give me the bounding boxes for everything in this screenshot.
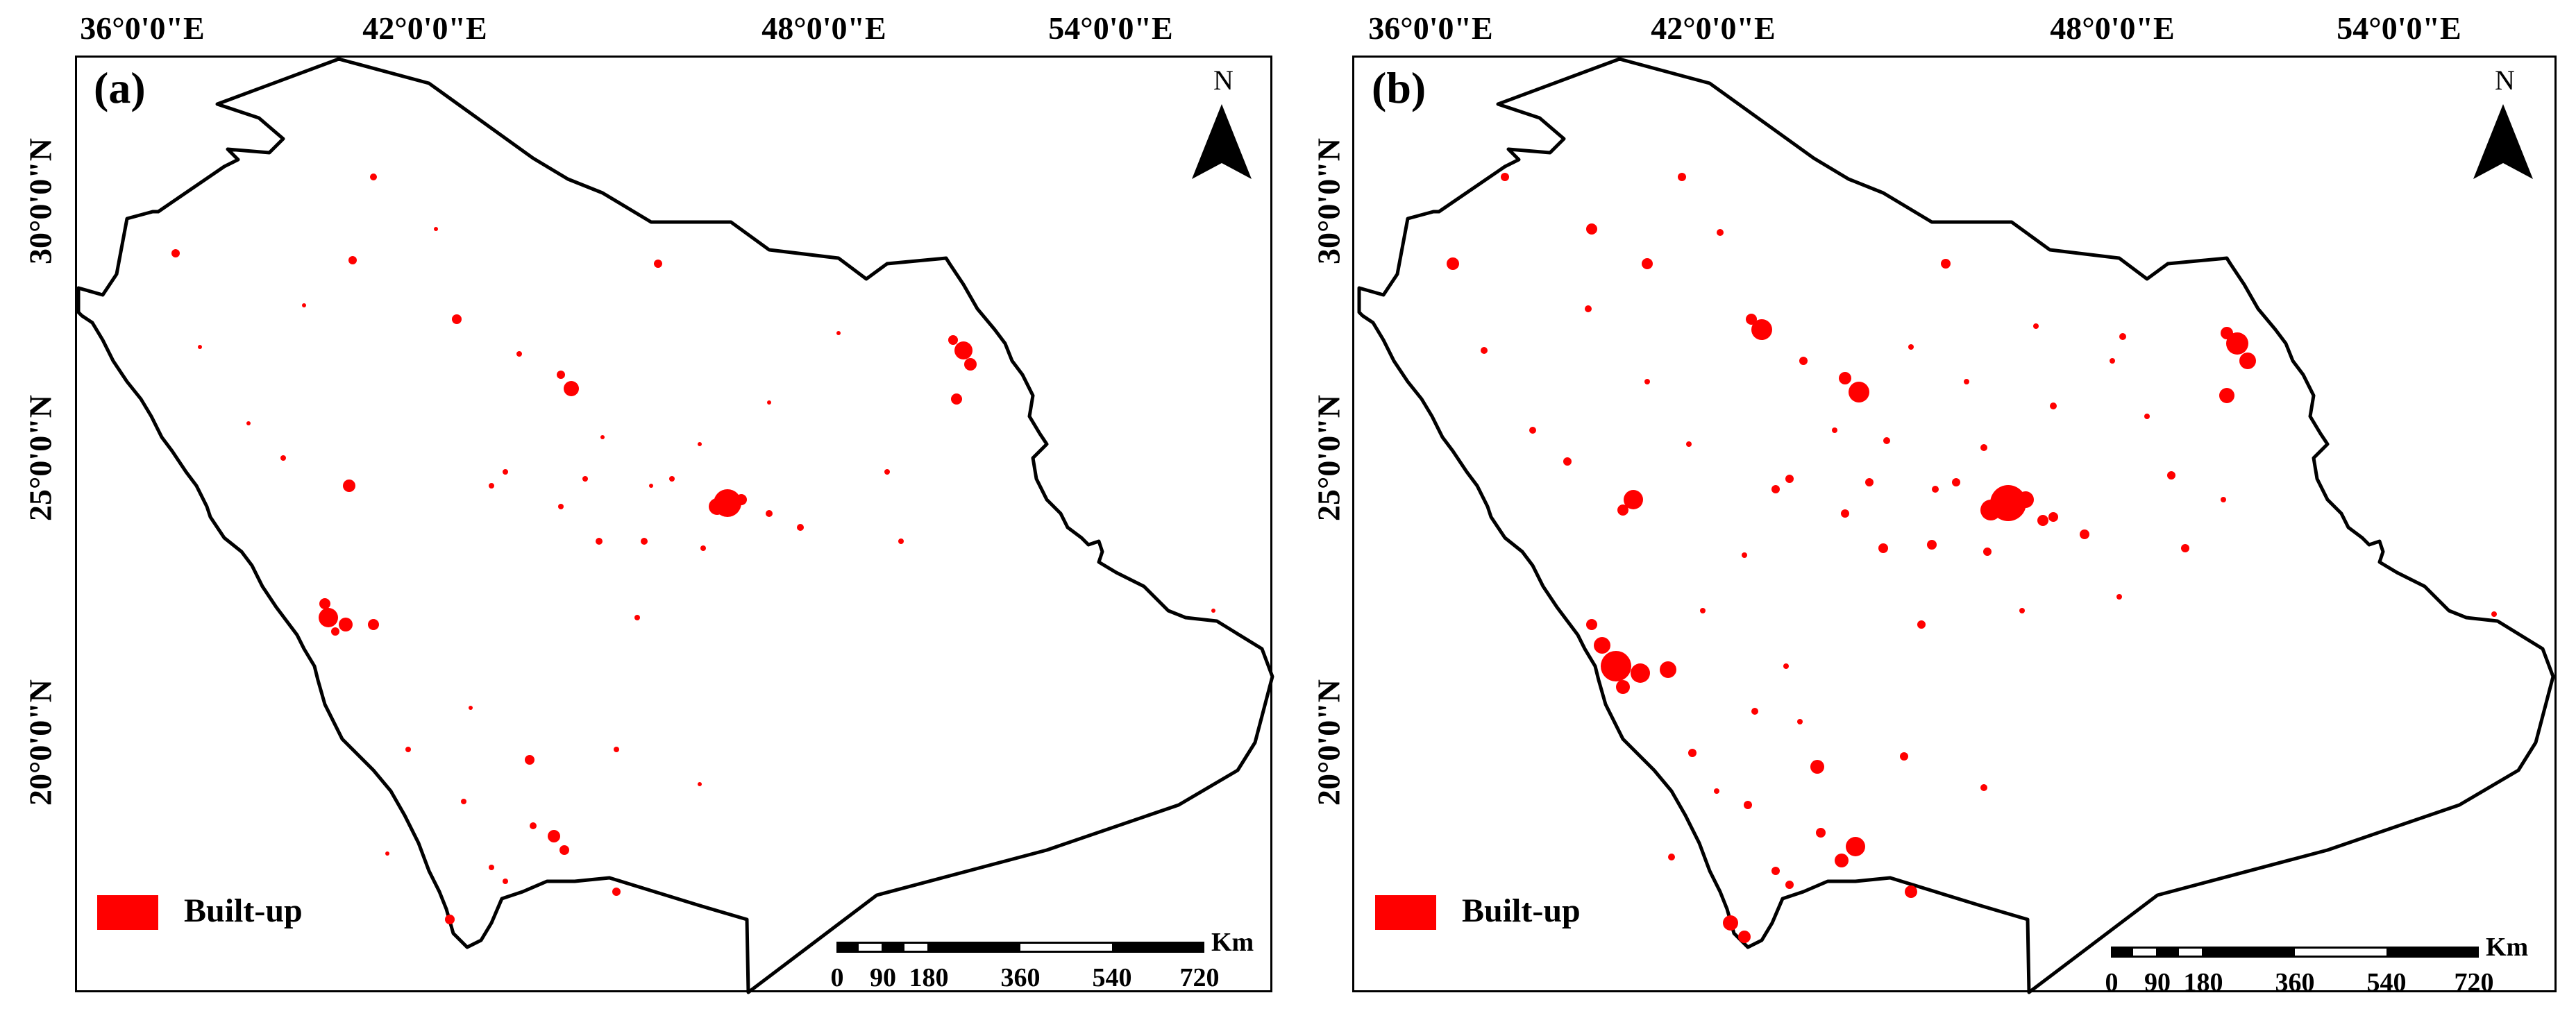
built-up-hail	[1751, 319, 1772, 340]
scale-tick-label: 360	[2275, 968, 2315, 997]
scale-unit: Km	[1211, 928, 1254, 957]
built-up-jeddah	[319, 608, 338, 627]
scale-tick-label: 90	[2144, 968, 2171, 997]
lon-label-42: 42°0'0"E	[362, 10, 487, 46]
built-up-areas	[171, 173, 1215, 924]
built-up-medina	[1624, 490, 1643, 509]
scale-tick-label: 360	[1000, 963, 1041, 992]
built-up-areas	[1447, 173, 2497, 943]
scale-tick-label: 0	[2105, 968, 2119, 997]
north-label: N	[1213, 65, 1234, 96]
scale-unit: Km	[2486, 933, 2529, 962]
legend-swatch-built-up	[1375, 895, 1436, 930]
built-up-qassim	[564, 381, 579, 396]
north-arrow-icon	[2473, 104, 2533, 179]
lon-label-54: 54°0'0"E	[1048, 10, 1173, 46]
scale-tick-label: 720	[1179, 963, 1220, 992]
north-label: N	[2495, 65, 2515, 96]
legend-label: Built-up	[184, 892, 303, 929]
lon-label-36: 36°0'0"E	[80, 10, 205, 46]
built-up-dammam	[954, 341, 973, 359]
panel-label: (a)	[94, 63, 146, 112]
lon-label-48: 48°0'0"E	[2050, 10, 2175, 46]
country-boundary	[76, 57, 1274, 994]
built-up-qassim	[1849, 382, 1869, 402]
built-up-medina	[343, 480, 355, 492]
scale-tick-label: 540	[1092, 963, 1132, 992]
lon-label-36: 36°0'0"E	[1368, 10, 1493, 46]
scale-tick-label: 90	[870, 963, 896, 992]
north-arrow-icon	[1192, 104, 1252, 179]
map-panel-b: 36°0'0"E 42°0'0"E 48°0'0"E 54°0'0"E 30°0…	[1288, 0, 2576, 1018]
saudi-arabia-map	[76, 57, 1274, 994]
built-up-jeddah	[1601, 651, 1631, 681]
country-boundary	[1357, 57, 2555, 994]
scale-tick-label: 180	[2183, 968, 2223, 997]
panel-label: (b)	[1372, 63, 1426, 112]
scale-tick-label: 540	[2366, 968, 2407, 997]
legend-swatch-built-up	[97, 895, 158, 930]
scale-tick-label: 720	[2454, 968, 2494, 997]
legend-label: Built-up	[1462, 892, 1581, 929]
scale-bar	[2111, 947, 2479, 958]
map-panel-a: 36°0'0"E 42°0'0"E 48°0'0"E 54°0'0"E 30°0…	[23, 10, 1274, 994]
built-up-dammam	[2226, 332, 2248, 355]
lon-label-42: 42°0'0"E	[1651, 10, 1776, 46]
lon-label-54: 54°0'0"E	[2337, 10, 2461, 46]
saudi-arabia-map	[1357, 57, 2555, 994]
scale-tick-label: 180	[909, 963, 949, 992]
scale-tick-label: 0	[830, 963, 844, 992]
lon-label-48: 48°0'0"E	[761, 10, 886, 46]
scale-bar	[836, 942, 1204, 953]
